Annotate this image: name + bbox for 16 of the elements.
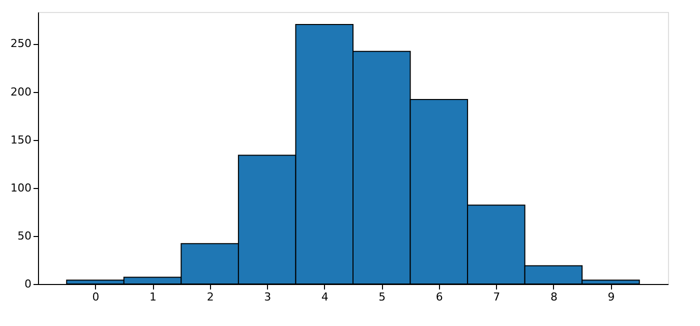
y-tick-label: 150: [10, 133, 32, 146]
x-tick-label: 5: [378, 290, 386, 304]
y-tick-label: 0: [24, 278, 32, 290]
x-tick-label: 6: [436, 290, 443, 304]
x-tick-label: 3: [264, 290, 272, 304]
x-tick-label: 9: [608, 290, 615, 304]
x-tick-label: 1: [150, 290, 157, 304]
x-tick-label: 4: [321, 290, 328, 304]
x-tick-label: 8: [550, 290, 558, 304]
x-tick-label: 0: [92, 290, 100, 304]
y-tick-label: 100: [10, 181, 32, 194]
x-tick-label: 7: [493, 290, 500, 304]
y-tick-label: 250: [10, 37, 32, 50]
x-tick-label: 2: [206, 290, 214, 304]
y-tick-label: 200: [10, 85, 32, 98]
y-tick-label: 50: [18, 229, 32, 242]
